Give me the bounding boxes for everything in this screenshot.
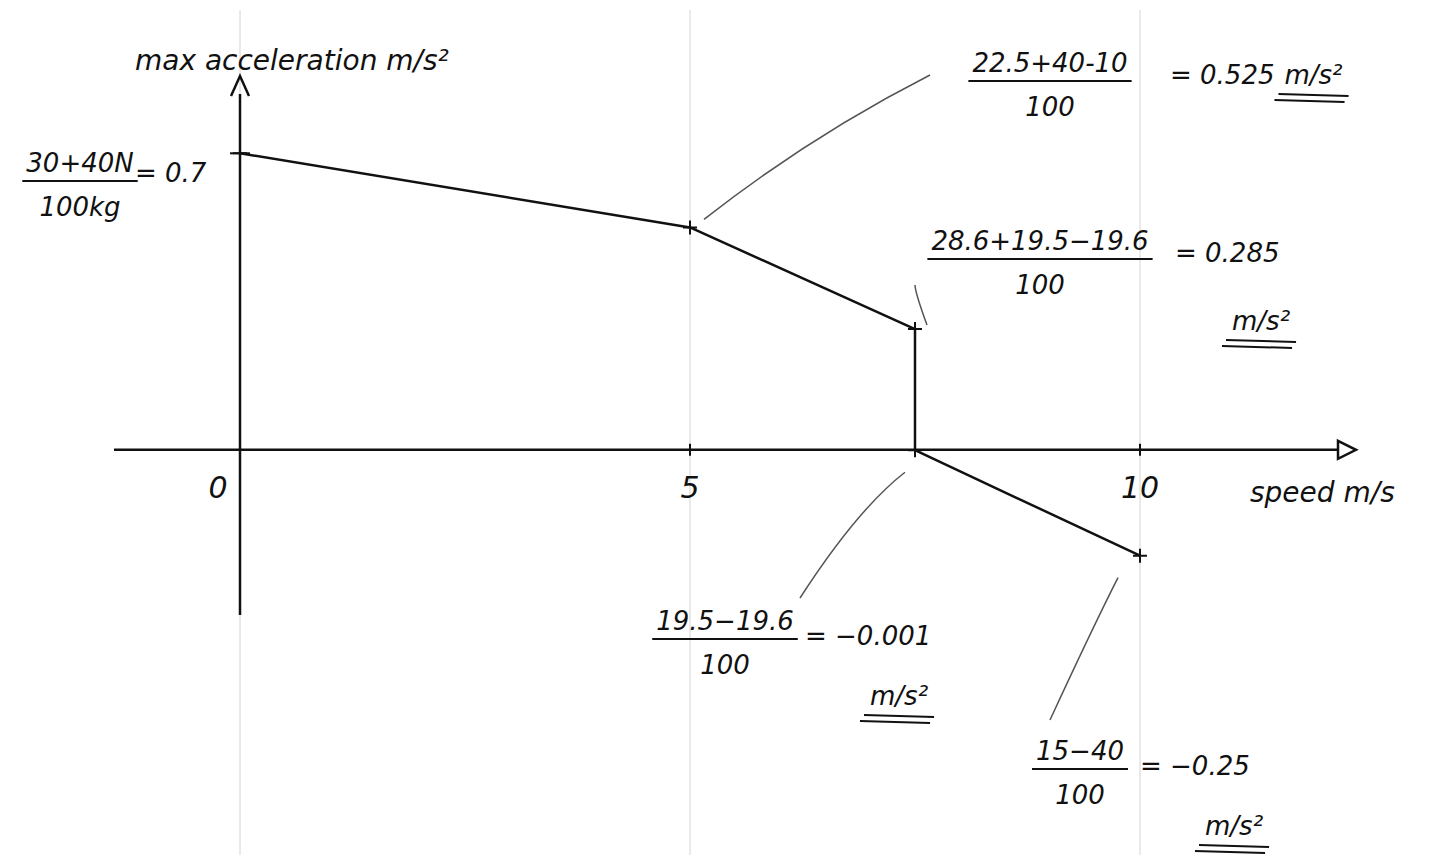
annotation-unit: m/s²: [1284, 60, 1342, 90]
annotation-unit: m/s²: [1232, 306, 1290, 336]
annotation-numerator: 28.6+19.5−19.6: [931, 226, 1148, 256]
x-axis: [114, 449, 1338, 452]
data-point: [683, 220, 697, 234]
chart: 0 5 10 max acceleration m/s² speed m/s 30+40N…: [0, 0, 1447, 865]
annotation-result: = −0.25: [1140, 751, 1250, 781]
annotation-denominator: 100: [1015, 270, 1065, 300]
annotation-denominator: 100: [700, 650, 750, 680]
leader-line: [1050, 578, 1118, 720]
annotation-tick: [230, 152, 250, 154]
y-axis-arrow: [231, 76, 249, 96]
y-axis: [239, 94, 242, 615]
underline: [1222, 346, 1292, 348]
x-tick: [1139, 444, 1141, 456]
x-axis-arrow: [1338, 441, 1356, 459]
x-tick-label: 10: [1121, 470, 1159, 505]
fraction-bar: [652, 638, 798, 640]
fraction-bar: [22, 180, 137, 182]
fraction-bar: [968, 80, 1131, 82]
annotation-result: = 0.285: [1175, 238, 1279, 268]
grid-line: [240, 10, 241, 855]
annotation-numerator: 15−40: [1036, 736, 1124, 766]
x-tick: [689, 444, 691, 456]
grid-line: [690, 10, 691, 855]
leader-line: [704, 75, 930, 219]
leader-line: [915, 285, 927, 325]
annotation-denominator: 100kg: [39, 192, 120, 222]
underline: [864, 715, 934, 717]
annotation-result: = 0.7: [135, 158, 207, 188]
underline: [1274, 100, 1344, 102]
data-point: [908, 443, 922, 457]
annotation-numerator: 19.5−19.6: [656, 606, 794, 636]
fraction-bar: [1032, 768, 1128, 770]
x-tick: [239, 444, 241, 456]
annotation-result: = −0.001: [805, 621, 931, 651]
underline: [860, 721, 930, 723]
underline: [1278, 94, 1348, 96]
annotation-numerator: 30+40N: [26, 148, 133, 178]
annotation-result: = 0.525: [1170, 60, 1274, 90]
annotation-denominator: 100: [1055, 780, 1105, 810]
leader-line: [800, 472, 905, 598]
annotation-unit: m/s²: [870, 681, 928, 711]
annotation-unit: m/s²: [1205, 811, 1263, 841]
plot-area: [233, 146, 1147, 562]
annotation-denominator: 100: [1025, 92, 1075, 122]
grid-line: [1140, 10, 1141, 855]
underline: [1199, 845, 1269, 847]
data-point: [1133, 549, 1147, 563]
y-axis-title: max acceleration m/s²: [135, 44, 449, 77]
underline: [1195, 851, 1265, 853]
x-tick-label: 5: [680, 470, 699, 505]
fraction-bar: [927, 258, 1152, 260]
data-point: [908, 322, 922, 336]
data-line: [240, 153, 1140, 555]
underline: [1226, 340, 1296, 342]
annotation-numerator: 22.5+40-10: [972, 48, 1127, 78]
x-tick-label: 0: [208, 470, 227, 505]
x-axis-title: speed m/s: [1250, 476, 1395, 509]
